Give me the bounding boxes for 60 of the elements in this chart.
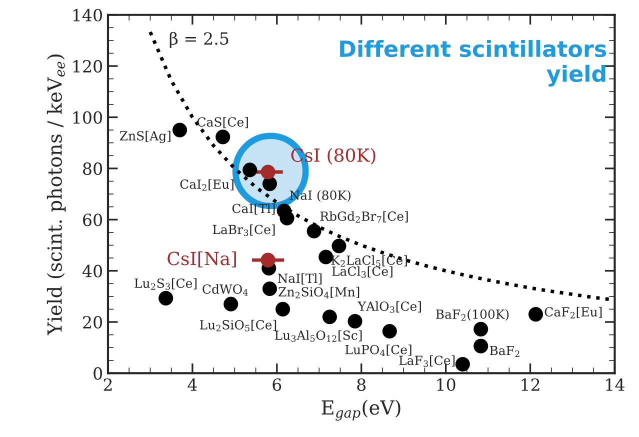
- y-tick-label: 0: [94, 367, 102, 380]
- annotation: CaS[Ce]: [197, 117, 248, 128]
- annotation: Different scintillators yield: [340, 40, 606, 87]
- point: [260, 252, 276, 268]
- annotation: BaF$_{2}$: [490, 346, 520, 358]
- annotation: LaCl$_{3}$[Ce]: [332, 266, 392, 278]
- annotation: β = 2.5: [170, 32, 228, 48]
- annotation: CaF$_{2}$[Eu]: [544, 306, 602, 318]
- point: [474, 338, 488, 354]
- point: [216, 130, 230, 144]
- annotation: Lu$_{2}$S$_{3}$[Ce]: [134, 278, 197, 290]
- annotation: CaI$_{2}$[Eu]: [180, 179, 234, 191]
- y-tick-label: 60: [83, 214, 102, 226]
- point: [260, 164, 276, 180]
- y-tick-label: 100: [73, 111, 102, 124]
- y-tick-label: 20: [83, 316, 102, 329]
- annotation: YAlO$_{3}$[Ce]: [358, 301, 421, 313]
- point: [322, 310, 337, 324]
- point: [242, 162, 258, 178]
- point: [382, 324, 397, 339]
- annotation: CdWO$_{4}$: [202, 284, 248, 296]
- annotation: Lu$_{3}$Al$_{5}$O$_{12}$[Sc]: [274, 330, 362, 342]
- point: [528, 307, 544, 322]
- point: [332, 238, 346, 254]
- point: [276, 302, 290, 316]
- y-tick-label: 120: [73, 60, 102, 73]
- annotation: LaF$_{3}$[Ce]: [399, 355, 455, 367]
- point: [172, 122, 188, 138]
- point: [348, 314, 362, 329]
- series-label: CsI[Na]: [168, 251, 236, 268]
- annotation: ZnS[Ag]: [120, 130, 170, 144]
- point: [158, 290, 174, 306]
- annotation: Lu$_{2}$SiO$_{5}$[Ce]: [200, 320, 276, 332]
- point: [474, 322, 488, 336]
- x-tick-label: 10: [437, 378, 456, 391]
- x-tick-label: 12: [522, 378, 540, 391]
- point: [262, 176, 278, 192]
- point: [262, 281, 278, 296]
- x-tick-label: 8: [357, 378, 366, 391]
- point: [224, 296, 238, 312]
- x-tick-label: 6: [272, 378, 282, 391]
- annotation: K$_{2}$LaCl$_{5}$[Ce]: [331, 255, 407, 267]
- annotation: RbGd$_{2}$Br$_{7}$[Ce]: [320, 211, 408, 223]
- x-tick-label: 4: [188, 378, 197, 391]
- y-tick-label: 80: [83, 162, 102, 175]
- annotation: LaBr$_{3}$[Ce]: [212, 224, 275, 236]
- x-tick-label: 14: [606, 378, 624, 391]
- point: [280, 210, 294, 226]
- annotation: Zn$_{2}$SiO$_{4}$[Mn]: [278, 286, 360, 298]
- annotation: CaI[Tl]: [232, 203, 275, 215]
- annotation: BaF$_{2}$(100K): [436, 309, 509, 321]
- annotation: NaI[Tl]: [278, 273, 322, 284]
- x-axis-title: E$_{gap}$(eV): [322, 400, 400, 421]
- point: [455, 356, 470, 372]
- y-axis-title: Yield (scint. photons / keV$_{ee}$): [46, 54, 66, 336]
- point: [306, 224, 322, 238]
- y-tick-label: 140: [73, 8, 102, 22]
- y-tick-label: 40: [82, 264, 102, 278]
- annotation: LuPO$_{4}$[Ce]: [345, 344, 412, 356]
- x-tick-label: 2: [104, 378, 112, 391]
